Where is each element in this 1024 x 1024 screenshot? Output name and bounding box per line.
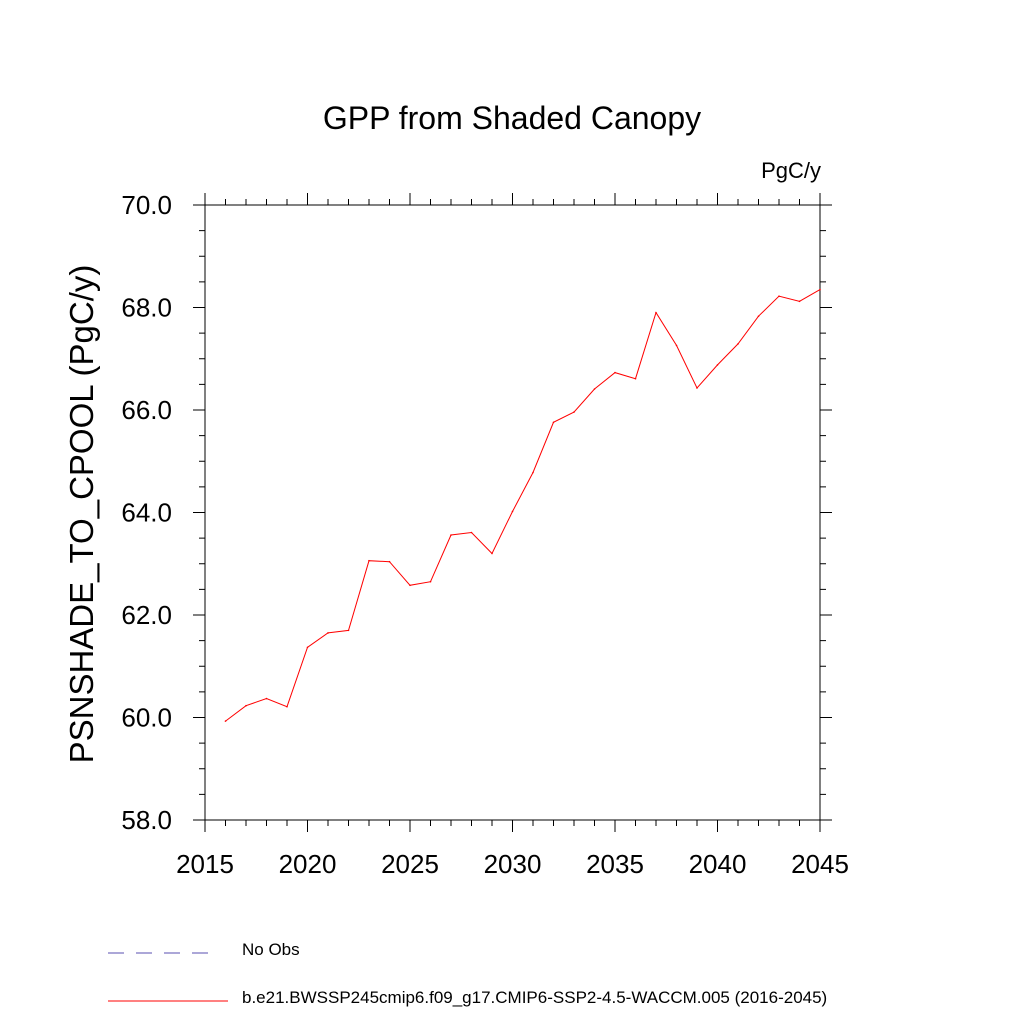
- y-tick-label: 66.0: [121, 395, 172, 425]
- legend-label-no-obs: No Obs: [242, 940, 300, 959]
- data-point: [655, 311, 657, 314]
- data-point: [614, 371, 616, 374]
- x-tick-label: 2030: [484, 849, 542, 879]
- x-tick-label: 2015: [176, 849, 234, 879]
- data-point: [757, 315, 760, 318]
- data-point: [327, 632, 329, 634]
- data-point: [593, 388, 596, 390]
- data-point: [532, 471, 534, 474]
- series-line: [225, 289, 821, 722]
- data-point: [409, 584, 411, 587]
- data-point: [716, 364, 719, 366]
- y-tick-label: 60.0: [121, 703, 172, 733]
- x-tick-label: 2045: [791, 849, 849, 879]
- x-tick-label: 2025: [381, 849, 439, 879]
- chart-title: GPP from Shaded Canopy: [322, 100, 702, 136]
- units-label: PgC/y: [761, 158, 821, 183]
- data-point: [573, 411, 575, 413]
- data-point: [511, 510, 514, 513]
- data-point: [224, 720, 227, 722]
- y-tick-label: 62.0: [121, 600, 172, 630]
- data-point: [491, 552, 493, 555]
- data-point: [819, 288, 821, 291]
- data-point: [634, 377, 637, 380]
- data-point: [778, 295, 780, 298]
- legend-swatch-solid: [108, 1000, 228, 1002]
- series-group: [224, 288, 821, 722]
- y-tick-label: 58.0: [121, 805, 172, 835]
- x-tick-label: 2040: [689, 849, 747, 879]
- legend-swatch-dashed: [108, 952, 218, 954]
- data-point: [306, 646, 309, 649]
- data-point: [737, 343, 739, 345]
- y-tick-label: 68.0: [121, 293, 172, 323]
- x-axis: 2015 2020 2025 2030 2035 2040 2045: [176, 193, 849, 879]
- x-tick-label: 2020: [279, 849, 337, 879]
- data-point: [696, 387, 698, 389]
- data-point: [245, 704, 247, 707]
- data-point: [675, 344, 678, 347]
- data-point: [265, 697, 268, 700]
- data-point: [450, 534, 452, 536]
- data-point: [798, 300, 801, 303]
- legend-label-model-run: b.e21.BWSSP245cmip6.f09_g17.CMIP6-SSP2-4…: [242, 988, 828, 1007]
- data-point: [368, 559, 370, 562]
- y-tick-label: 70.0: [121, 190, 172, 220]
- data-point: [388, 560, 391, 563]
- data-point: [286, 705, 288, 708]
- x-tick-label: 2035: [586, 849, 644, 879]
- data-point: [470, 531, 473, 534]
- y-tick-label: 64.0: [121, 498, 172, 528]
- data-point: [347, 629, 350, 632]
- data-point: [429, 580, 432, 583]
- y-axis: 58.0 60.0 62.0 64.0 66.0 68.0 70.0: [121, 190, 832, 835]
- data-point: [552, 421, 555, 424]
